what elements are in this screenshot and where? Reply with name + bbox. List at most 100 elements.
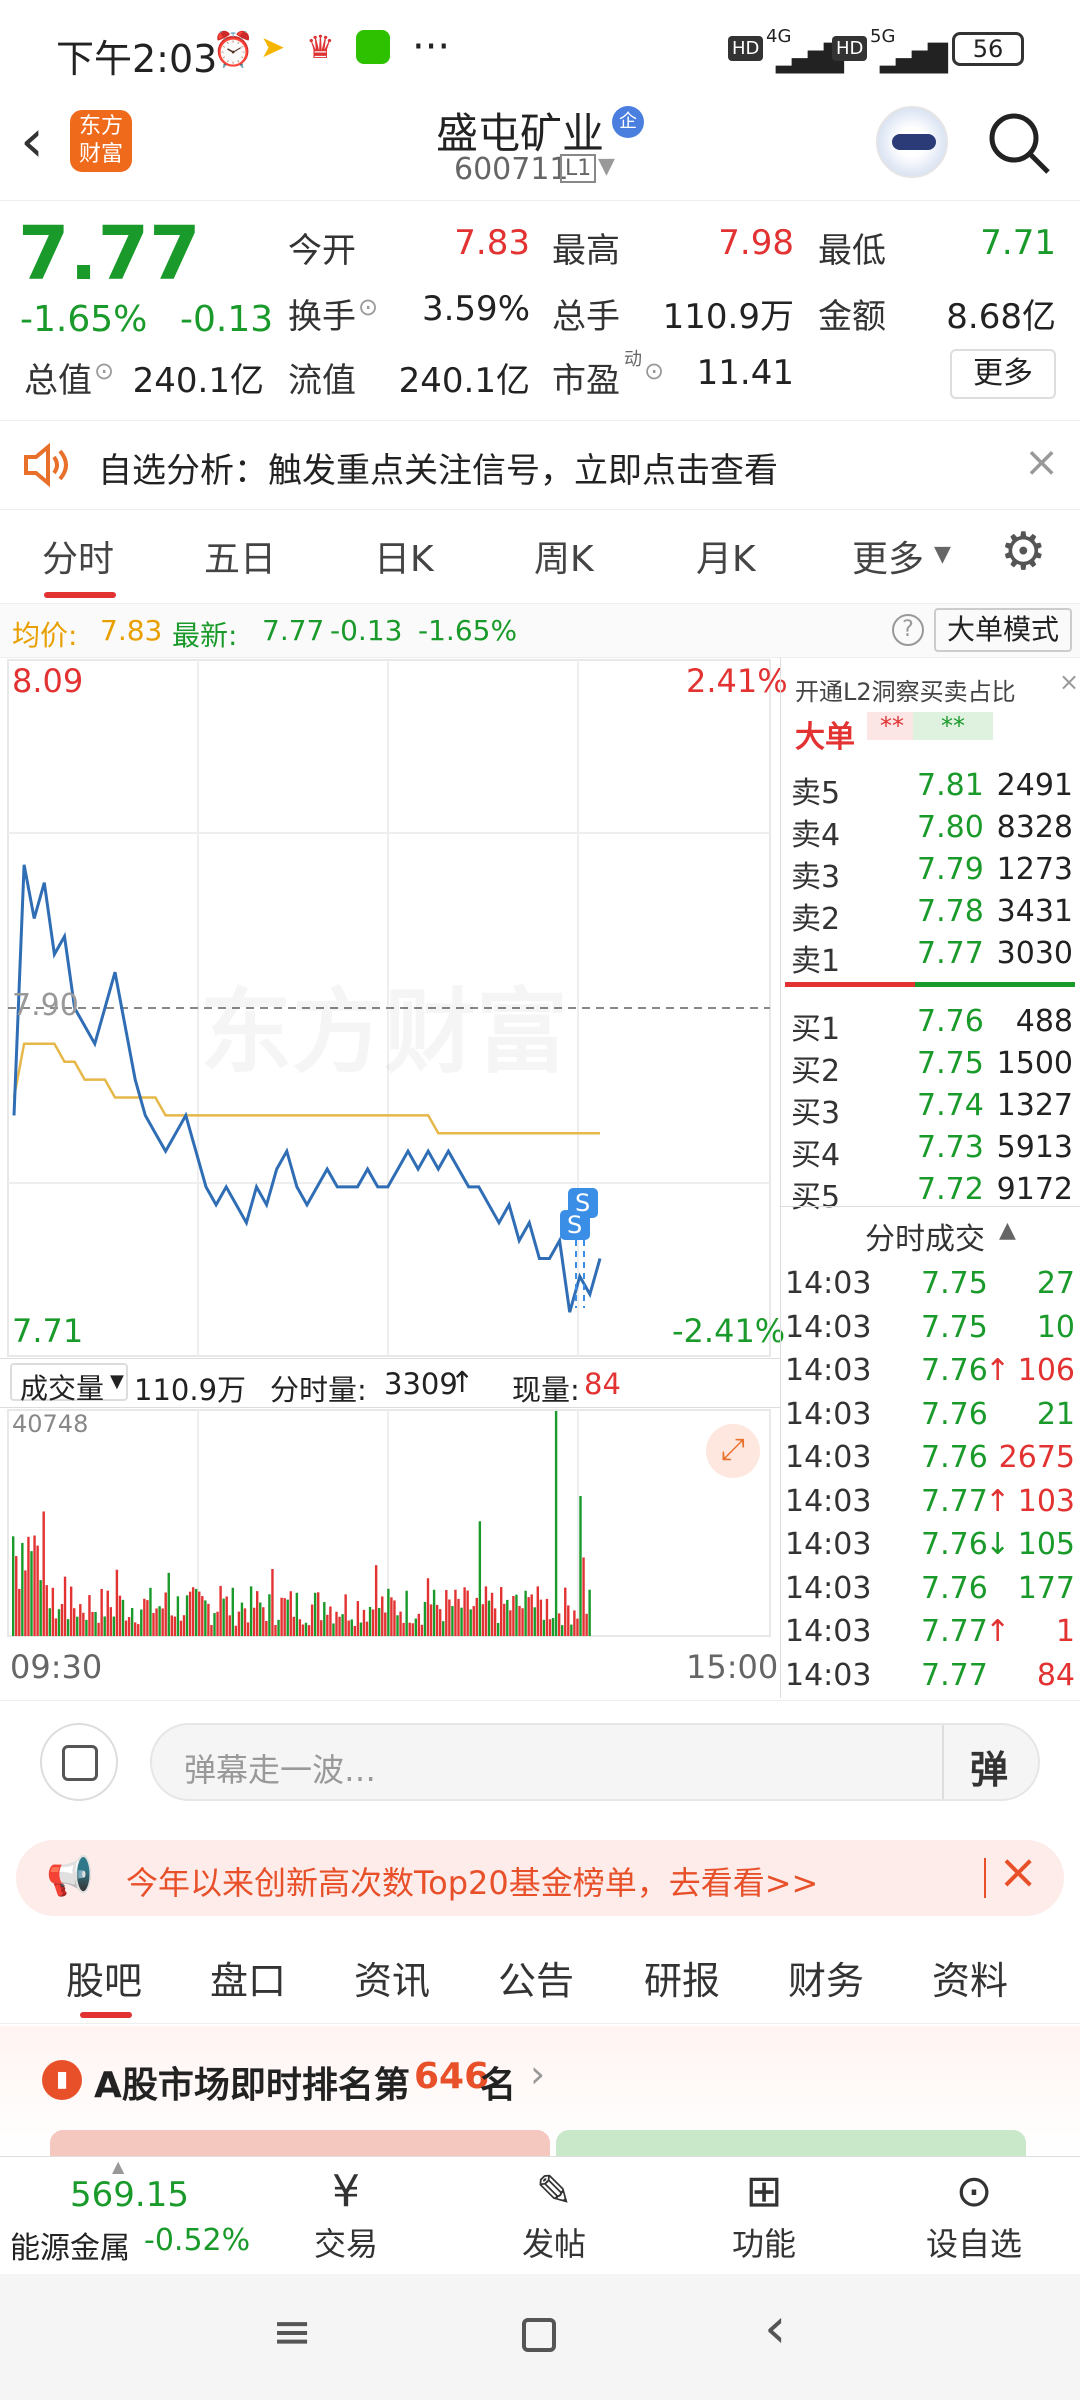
tab-more-dropdown-icon[interactable]: ▼ [934,542,951,567]
search-icon[interactable] [986,110,1052,176]
volume-bar [356,1601,360,1636]
mktcap-info-icon[interactable]: ⊙ [94,357,115,385]
tab-forum[interactable]: 股吧 [66,1959,143,2003]
buy-label: 买4 [791,1138,841,1173]
danmu-toggle-button[interactable]: 弹 [970,1748,1009,1792]
volume-bar [39,1580,42,1636]
level-badge[interactable]: L1 [560,154,597,183]
signal2-icon: ▂▄▆█ [880,44,948,74]
gear-icon[interactable]: ⚙ [1000,522,1047,582]
volume-bar [387,1588,390,1636]
sector-up-icon: ▲ [112,2157,125,2176]
back-icon[interactable]: ‹ [20,106,44,176]
tab-finance[interactable]: 财务 [788,1959,865,2003]
tab-handicap[interactable]: 盘口 [210,1959,287,2003]
big-order-buy: ** [867,712,917,740]
trade-arrow: ↓ [985,1527,1011,1562]
volume-bar [73,1608,76,1636]
volume-bar [188,1591,192,1636]
add-favorite-button[interactable]: ⊙ 设自选 [904,2165,1044,2265]
sell-label: 卖5 [791,776,841,811]
l2-promo[interactable]: 开通L2洞察买卖占比 [795,678,1016,706]
trade-button[interactable]: ¥ 交易 [276,2165,416,2265]
s-marker-label: S [575,1189,590,1217]
level-dropdown-icon[interactable]: ▼ [598,154,615,179]
sell-volume: 2491 [996,768,1073,803]
time-start-label: 09:30 [10,1648,103,1686]
volume-chart-svg [7,1409,771,1637]
volume-bar [127,1617,131,1636]
grid-icon: ⊞ [745,2166,783,2217]
help-icon[interactable]: ? [892,614,924,646]
tab-weekly-k[interactable]: 周K [534,539,594,580]
volume-total: 110.9万 [134,1373,247,1407]
danmu-list-icon[interactable] [40,1723,118,1801]
pe-info-icon[interactable]: ⊙ [644,357,665,385]
app-logo: 东方 财富 [70,110,132,172]
tab-intraday[interactable]: 分时 [42,539,115,580]
trade-time: 14:03 [785,1527,872,1562]
low-value: 7.71 [980,223,1056,263]
l2-promo-close-icon[interactable]: × [1059,668,1080,696]
home-icon[interactable] [522,2318,556,2352]
tab-daily-k[interactable]: 日K [374,539,434,580]
trade-price: 7.77 [921,1657,988,1693]
tab-profile[interactable]: 资料 [932,1959,1009,2003]
sell-label: 卖2 [791,902,841,937]
volume-bar [567,1605,570,1636]
tab-news[interactable]: 资讯 [354,1959,431,2003]
tab-more[interactable]: 更多 [852,539,925,580]
sell-label: 卖3 [791,860,841,895]
more-button[interactable]: 更多 [950,349,1056,399]
nav-back-icon[interactable]: ‹ [764,2296,787,2361]
market-rank[interactable]: ▮ A股市场即时排名第 646 名 › [0,2026,1080,2156]
function-button[interactable]: ⊞ 功能 [694,2165,834,2265]
volume-bar [515,1594,518,1636]
price-line [12,864,602,1313]
volume-bar [390,1597,393,1636]
volume-bar [45,1585,48,1636]
expand-icon[interactable]: ⤢ [706,1424,760,1478]
last-percent: -1.65% [418,614,518,647]
danmu-input[interactable]: 弹幕走一波… 弹 [150,1723,1040,1801]
volume-chart[interactable]: 40748 ⤢ 09:30 15:00 [0,1408,780,1698]
trade-row: 14:03 7.77 ↑ 103 [781,1480,1080,1522]
volume-max-label: 40748 [12,1410,89,1438]
volume-bar [460,1607,463,1636]
sell-volume: 3030 [996,936,1073,971]
trade-time: 14:03 [785,1440,872,1475]
last-change: -0.13 [330,614,403,647]
volume-select[interactable]: 成交量 ▼ [10,1363,128,1405]
sector-index-pct: -0.52% [144,2223,251,2258]
assistant-robot-icon[interactable] [876,106,948,178]
tab-research[interactable]: 研报 [644,1959,721,2003]
tab-announcements[interactable]: 公告 [498,1959,575,2003]
turnover-info-icon[interactable]: ⊙ [358,293,379,321]
volume-bar [481,1604,485,1636]
trade-row: 14:03 7.77 ↑ 1 [781,1610,1080,1652]
volume-bar [121,1599,125,1636]
trades-sort-icon[interactable]: ▲ [999,1218,1016,1243]
buy-volume: 5913 [996,1130,1073,1165]
menu-icon[interactable]: ≡ [272,2304,313,2360]
sell-row: 卖3 7.79 1273 [781,848,1080,895]
rank-chart-icon: ▮ [42,2060,82,2100]
tab-five-day[interactable]: 五日 [204,539,277,580]
volume-bar [359,1622,363,1636]
close-notice-icon[interactable]: × [1024,437,1060,486]
volume-bar [60,1603,64,1636]
promo-banner[interactable]: 📢 今年以来创新高次数Top20基金榜单，去看看>> × [16,1840,1064,1916]
post-button[interactable]: ✎ 发帖 [484,2165,624,2265]
sector-index[interactable]: ▲ 569.15 能源金属 -0.52% [0,2157,250,2275]
close-banner-icon[interactable]: × [998,1844,1039,1900]
analysis-notice[interactable]: 自选分析：触发重点关注信号，立即点击查看 × [0,420,1080,510]
trade-row: 14:03 7.76 21 [781,1393,1080,1435]
tab-monthly-k[interactable]: 月K [696,539,756,580]
volume-bar [195,1588,198,1636]
volume-bar [237,1611,241,1636]
big-order-mode-button[interactable]: 大单模式 [934,608,1072,652]
volume-bar [362,1609,366,1636]
trades-title[interactable]: 分时成交 [865,1222,985,1257]
volume-bar [155,1608,158,1636]
